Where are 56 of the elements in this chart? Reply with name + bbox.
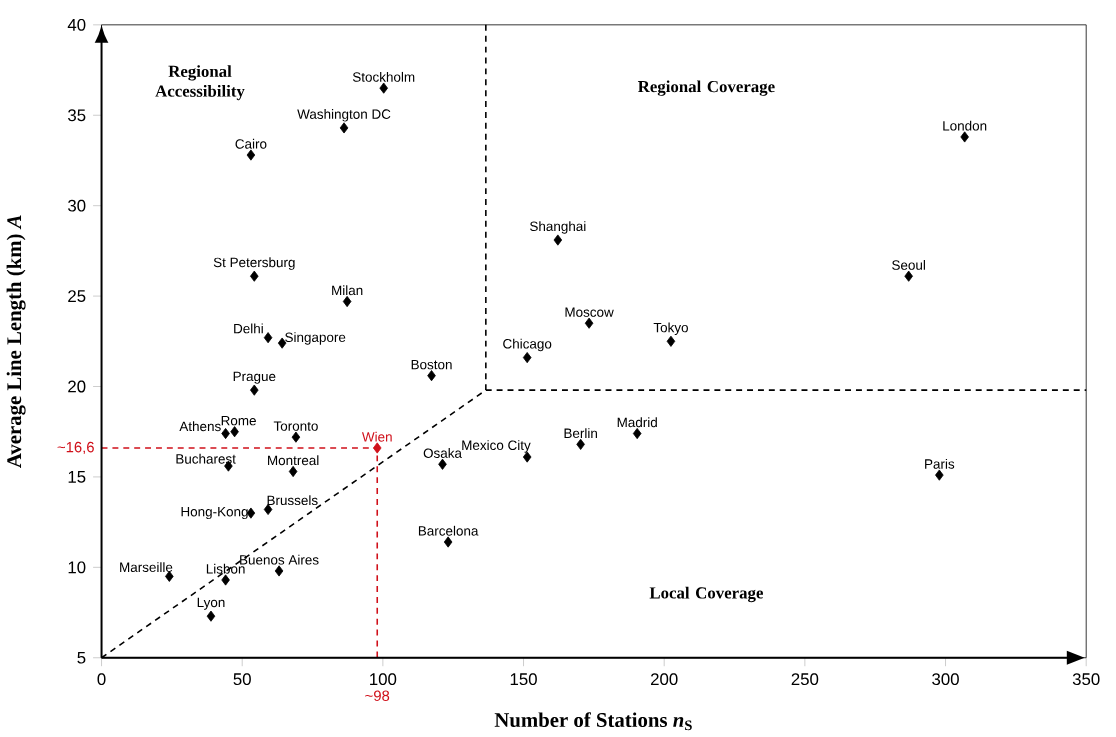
x-tick-label: 250 [791, 673, 819, 686]
series-label: Boston [411, 359, 452, 370]
series-label: Berlin [564, 428, 597, 439]
series-label: Prague [233, 371, 276, 384]
y-axis-title: Average Line Length (km) A [6, 215, 26, 468]
annotation: Regional Coverage [637, 80, 775, 96]
series-label: Athens [179, 421, 221, 432]
series-label: Barcelona [418, 525, 479, 536]
annotation: Local Coverage [649, 586, 763, 603]
y-tick-label: 30 [68, 199, 86, 212]
series-label: Stockholm [352, 71, 415, 82]
series-label: St Petersburg [213, 257, 295, 270]
annotation: Regional Accessibility [155, 65, 245, 101]
series-label: Tokyo [653, 322, 688, 336]
series-label: Wien [361, 431, 392, 442]
series-label: Delhi [234, 323, 263, 334]
series-label: Washington DC [297, 109, 391, 122]
series-label: Paris [925, 458, 955, 469]
x-tick-label: 350 [1072, 673, 1100, 686]
series-label: Seoul [892, 260, 925, 270]
series-label: Milan [332, 285, 363, 296]
x-tick-label: 200 [651, 673, 678, 686]
y-tick-label: 15 [68, 471, 86, 483]
x-axis-title: Number of Stations n$_{S}$ [494, 712, 692, 731]
y-tick-label: 40 [67, 18, 86, 31]
series-label: Moscow [565, 307, 614, 317]
series-label: Madrid [617, 417, 657, 428]
y-tick-label: 20 [68, 380, 86, 393]
x-tick-label: 300 [932, 673, 959, 686]
series-label: Osaka [423, 448, 462, 458]
series-label: Montreal [268, 455, 319, 466]
series-label: Brussels [267, 495, 318, 506]
y-tick-label: 10 [68, 561, 86, 574]
annotation: ~16,6 [57, 441, 94, 455]
x-tick-label: 100 [370, 673, 397, 686]
series-label: Buenos Aires [240, 554, 319, 565]
series-label: Chicago [503, 338, 552, 352]
series-label: Hong-Kong [181, 507, 248, 520]
x-tick-label: 50 [233, 673, 251, 686]
series-label: London [943, 120, 987, 131]
series-label: Lisbon [206, 563, 245, 574]
y-tick-label: 5 [77, 651, 86, 664]
y-tick-label: 25 [68, 290, 86, 303]
series-label: Shanghai [530, 221, 586, 234]
series-label: Lyon [197, 597, 225, 610]
x-tick-label: 0 [97, 673, 106, 686]
series-label: Rome [221, 416, 256, 426]
x-tick-label: 150 [510, 673, 537, 686]
series-label: Marseille [120, 562, 173, 573]
series-label: Bucharest [176, 453, 236, 464]
annotation: ~98 [365, 690, 390, 702]
series-label: Singapore [285, 332, 346, 345]
y-tick-label: 35 [68, 109, 86, 122]
series-label: Toronto [273, 421, 318, 431]
series-label: Cairo [235, 138, 267, 149]
series-label: Mexico City [462, 440, 531, 453]
